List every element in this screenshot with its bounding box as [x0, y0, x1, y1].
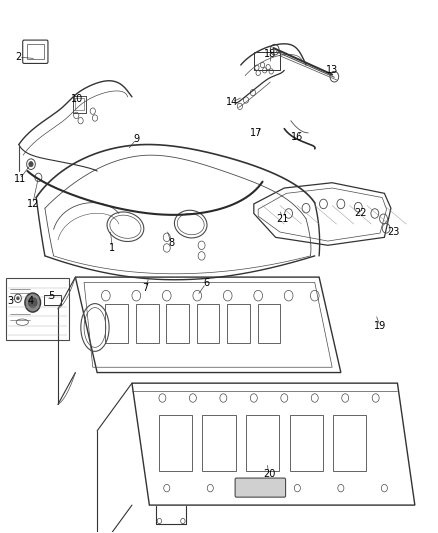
Text: 20: 20 [263, 470, 275, 479]
Bar [159, 415, 192, 471]
Text: 18: 18 [264, 50, 276, 59]
Circle shape [29, 161, 33, 167]
Text: 7: 7 [142, 282, 148, 293]
Bar [258, 304, 280, 343]
Text: 17: 17 [250, 128, 262, 138]
Bar [44, 295, 61, 305]
Bar [27, 44, 44, 59]
Bar [202, 415, 236, 471]
Text: 3: 3 [7, 296, 13, 306]
Text: 21: 21 [276, 214, 288, 224]
Text: 11: 11 [14, 174, 26, 184]
Text: 14: 14 [226, 97, 238, 107]
Text: 10: 10 [71, 94, 84, 104]
Circle shape [25, 293, 41, 312]
Text: 5: 5 [48, 290, 55, 301]
Bar [290, 415, 322, 471]
Circle shape [28, 297, 37, 308]
Text: 2: 2 [16, 52, 22, 62]
Bar [246, 415, 279, 471]
Text: 12: 12 [27, 199, 39, 209]
Text: 6: 6 [203, 278, 209, 288]
Bar [106, 304, 128, 343]
Bar [166, 304, 189, 343]
FancyBboxPatch shape [235, 478, 286, 497]
Text: 13: 13 [326, 66, 338, 75]
Circle shape [17, 297, 19, 300]
Bar [227, 304, 250, 343]
Bar [136, 304, 159, 343]
Bar [333, 415, 366, 471]
Text: 16: 16 [291, 132, 304, 142]
Bar [254, 52, 280, 70]
Text: 8: 8 [168, 238, 174, 248]
Text: 4: 4 [28, 296, 34, 306]
Text: 19: 19 [374, 321, 386, 331]
Text: 9: 9 [133, 134, 139, 144]
Bar [197, 304, 219, 343]
Text: 1: 1 [110, 243, 116, 253]
Text: 23: 23 [387, 227, 399, 237]
Text: 22: 22 [354, 208, 367, 219]
